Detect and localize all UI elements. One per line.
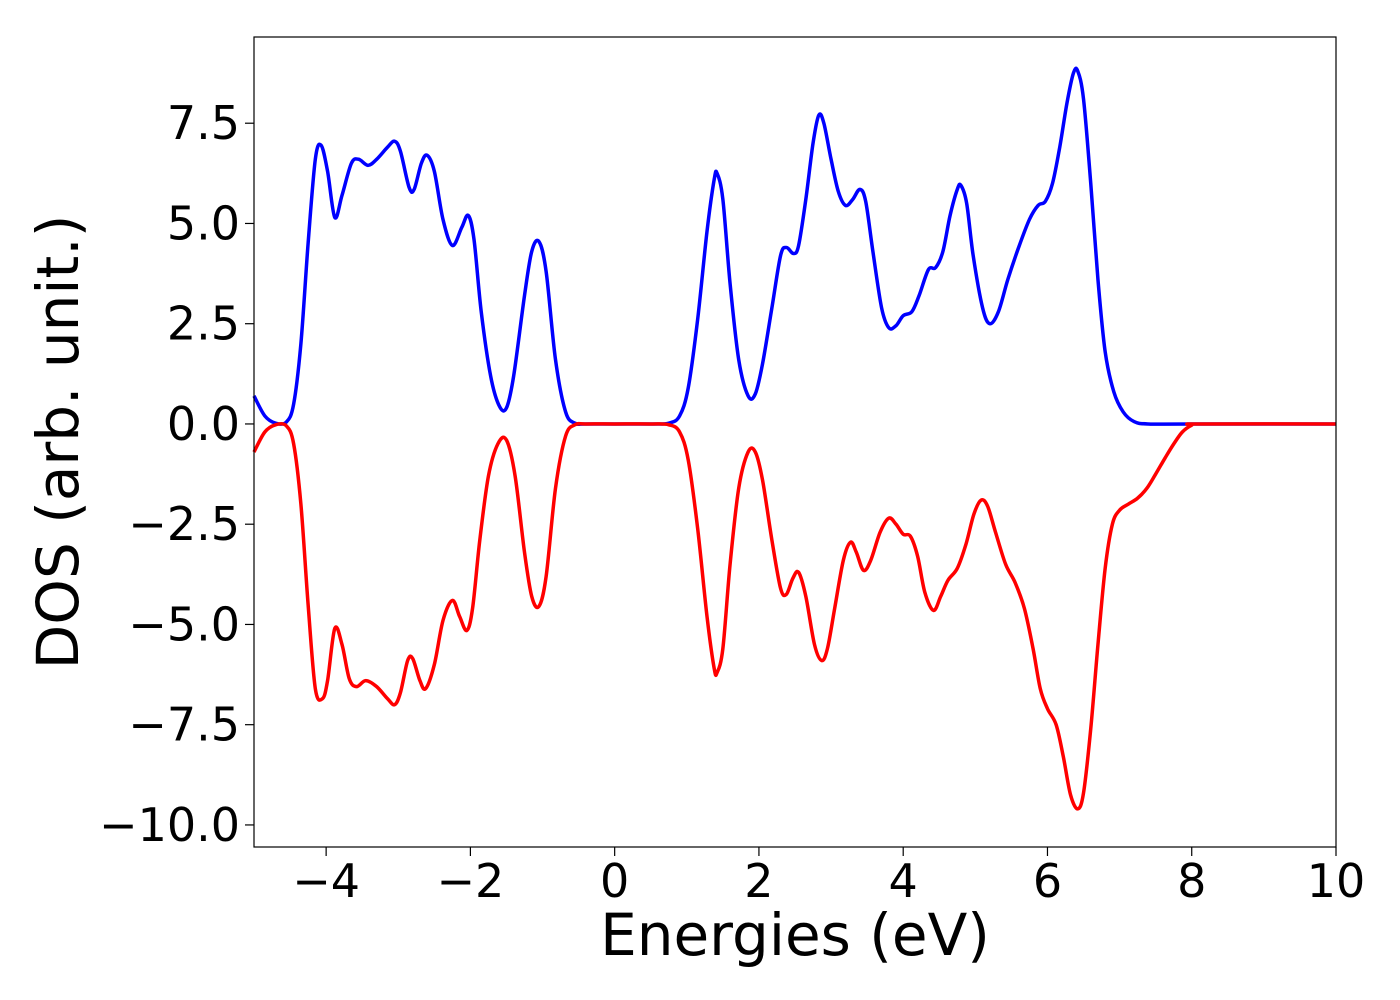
y-tick-label: 7.5: [167, 96, 240, 150]
series-layer: [252, 66, 1337, 811]
y-tick-label: −2.5: [128, 497, 240, 551]
y-tick-label: −5.0: [128, 597, 240, 651]
y-axis-ticks: 7.5 5.0 2.5 0.0 −2.5 −5.0 −7.5 −10.0: [99, 96, 254, 852]
dos-line-blue: [252, 66, 1336, 427]
x-tick-label: 4: [889, 854, 918, 908]
y-tick-label: 0.0: [167, 397, 240, 451]
y-tick-label: 5.0: [167, 196, 240, 250]
x-tick-label: 10: [1307, 854, 1366, 908]
x-tick-label: 2: [744, 854, 773, 908]
y-tick-label: −10.0: [99, 798, 240, 852]
plot-frame: [253, 36, 1337, 848]
y-axis-title: DOS (arb. unit.): [24, 215, 92, 670]
y-tick-label: 2.5: [167, 297, 240, 351]
dos-line-red: [252, 421, 1337, 811]
x-axis-ticks: −4 −2 0 2 4 6 8 10: [292, 847, 1365, 908]
x-tick-label: 6: [1033, 854, 1062, 908]
x-tick-label: −2: [436, 854, 504, 908]
y-tick-label: −7.5: [128, 698, 240, 752]
x-tick-label: 8: [1177, 854, 1206, 908]
x-tick-label: 0: [600, 854, 629, 908]
x-tick-label: −4: [292, 854, 360, 908]
x-axis-title: Energies (eV): [600, 901, 990, 969]
